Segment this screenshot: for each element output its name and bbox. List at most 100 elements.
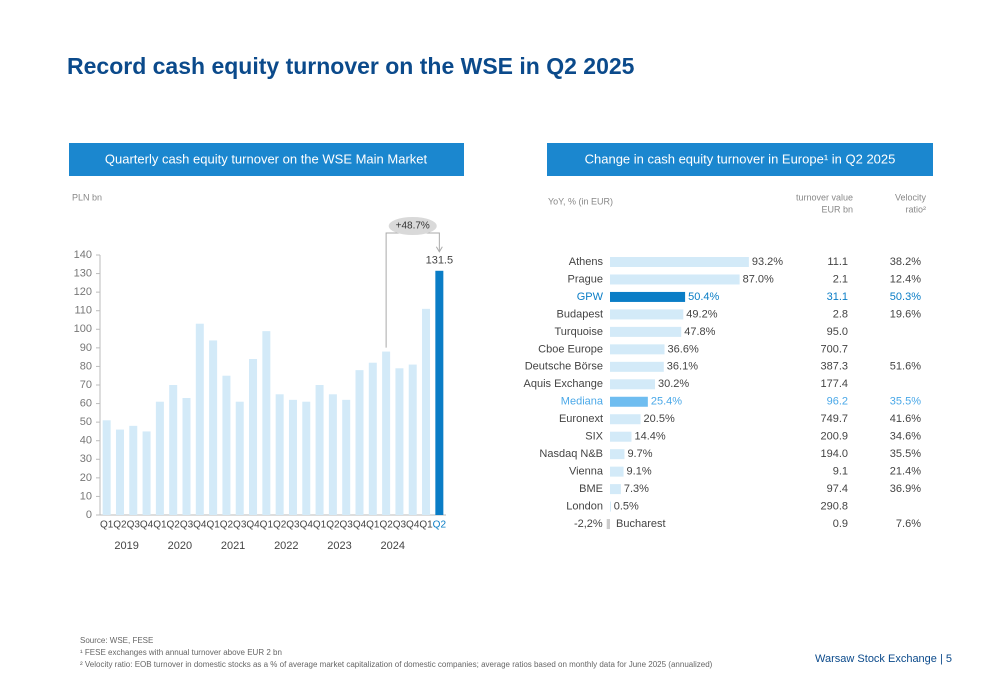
data-label: 93.2%	[752, 256, 783, 268]
data-label: 47.8%	[684, 326, 715, 338]
category-label: GPW	[577, 291, 604, 303]
bar	[610, 344, 665, 355]
category-label: Mediana	[561, 396, 604, 408]
bar	[142, 431, 151, 515]
y-tick-label: 110	[74, 305, 92, 317]
bar	[368, 362, 377, 515]
x-tick-label: Q2	[273, 520, 287, 531]
bar	[102, 420, 111, 515]
x-tick-label: Q3	[286, 520, 300, 531]
bar	[606, 519, 610, 530]
bar	[288, 399, 297, 515]
x-tick-label: Q1	[313, 520, 327, 531]
x-tick-label: Q2	[113, 520, 127, 531]
bar	[610, 309, 684, 320]
bar	[342, 399, 351, 515]
column-header: Velocity	[895, 192, 927, 202]
x-tick-label: Q3	[180, 520, 194, 531]
x-tick-label: Q2	[167, 520, 181, 531]
data-label: 7.3%	[624, 483, 649, 495]
table-cell: 19.6%	[890, 308, 921, 320]
data-label: 49.2%	[686, 308, 717, 320]
data-label: 9.7%	[627, 448, 652, 460]
x-tick-label: Q3	[340, 520, 354, 531]
bar	[610, 501, 611, 512]
bar	[610, 291, 686, 302]
table-cell: 200.9	[820, 431, 848, 443]
bar	[610, 396, 648, 407]
bar	[328, 394, 337, 515]
annotation: +48.7%	[396, 221, 430, 232]
left-header-box	[69, 143, 464, 176]
year-label: 2022	[274, 540, 298, 552]
table-cell: 96.2	[827, 396, 848, 408]
x-tick-label: Q4	[406, 520, 420, 531]
table-cell: 194.0	[820, 448, 848, 460]
y-tick-label: 90	[80, 342, 92, 354]
bar	[302, 401, 311, 515]
bar	[610, 379, 655, 390]
x-tick-label: Q1	[153, 520, 167, 531]
table-cell: 11.1	[827, 256, 848, 268]
bar	[610, 257, 749, 267]
category-label: Euronext	[559, 413, 603, 425]
bar	[209, 340, 218, 515]
table-cell: 34.6%	[890, 431, 921, 443]
bar	[115, 429, 124, 515]
category-label: SIX	[585, 431, 603, 443]
table-cell: 21.4%	[890, 466, 921, 478]
category-label: Cboe Europe	[538, 343, 603, 355]
bar	[169, 385, 178, 515]
x-axis-label: YoY, % (in EUR)	[548, 196, 613, 206]
table-cell: 41.6%	[890, 413, 921, 425]
table-cell: 700.7	[820, 343, 848, 355]
table-cell: 2.1	[833, 273, 848, 285]
data-label: 50.4%	[688, 291, 719, 303]
table-cell: 35.5%	[890, 448, 921, 460]
category-label: Athens	[569, 256, 604, 268]
y-tick-label: 130	[74, 267, 92, 279]
x-tick-label: Q2	[326, 520, 340, 531]
data-label: 20.5%	[644, 413, 675, 425]
annotation-arrow	[435, 246, 443, 253]
data-label: 36.1%	[667, 361, 698, 373]
bar	[129, 425, 138, 515]
table-cell: 35.5%	[890, 396, 921, 408]
bar	[422, 308, 431, 515]
table-cell: 51.6%	[890, 361, 921, 373]
category-label: Aquis Exchange	[524, 378, 604, 390]
y-tick-label: 80	[80, 360, 92, 372]
footnote: ¹ FESE exchanges with annual turnover ab…	[80, 648, 282, 657]
category-label: Bucharest	[616, 518, 666, 530]
slide-title: Record cash equity turnover on the WSE i…	[67, 53, 635, 79]
y-tick-label: 70	[80, 379, 92, 391]
x-tick-label: Q4	[300, 520, 314, 531]
bar	[182, 398, 191, 515]
right-header-box	[547, 143, 933, 176]
annotation-bubble	[388, 217, 437, 235]
bar	[610, 361, 664, 372]
data-label: 25.4%	[651, 396, 682, 408]
x-tick-label: Q4	[140, 520, 154, 531]
x-tick-label: Q1	[260, 520, 274, 531]
y-tick-label: 10	[80, 490, 92, 502]
category-label: BME	[579, 483, 603, 495]
bar	[610, 274, 740, 285]
table-cell: 12.4%	[890, 273, 921, 285]
data-label: 87.0%	[743, 273, 774, 285]
data-label: 9.1%	[627, 466, 652, 478]
year-label: 2020	[168, 540, 192, 552]
bar	[262, 331, 271, 515]
table-cell: 31.1	[827, 291, 848, 303]
bar	[408, 364, 417, 515]
x-tick-label: Q4	[353, 520, 367, 531]
column-header: ratio²	[905, 204, 926, 214]
bar	[610, 484, 621, 495]
bar	[222, 375, 231, 515]
table-cell: 36.9%	[890, 483, 921, 495]
bar	[395, 368, 404, 515]
year-label: 2024	[381, 540, 405, 552]
x-tick-label: Q4	[246, 520, 260, 531]
x-tick-label: Q1	[206, 520, 220, 531]
